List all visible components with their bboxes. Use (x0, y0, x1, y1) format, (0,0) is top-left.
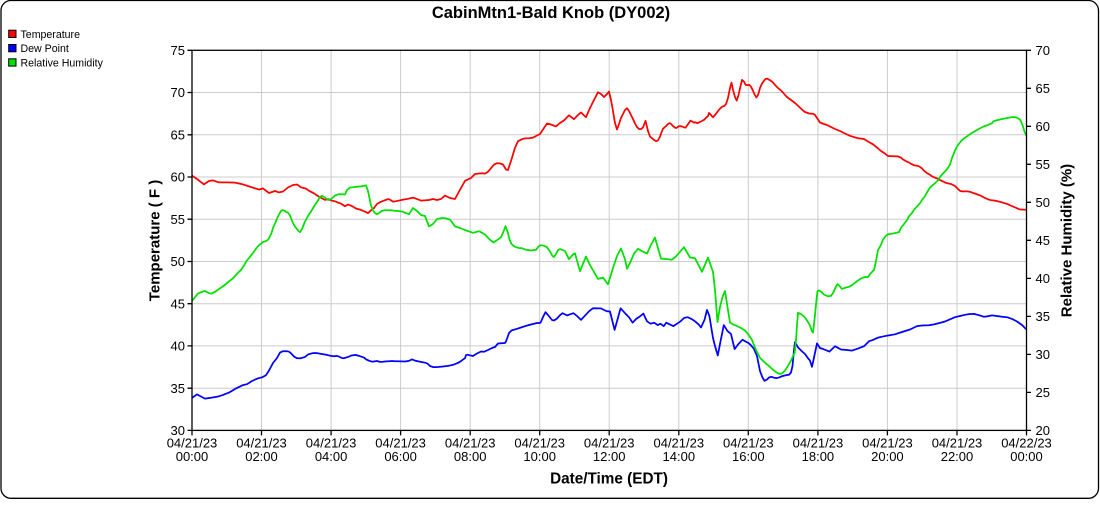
svg-text:08:00: 08:00 (454, 449, 487, 464)
svg-text:65: 65 (171, 128, 185, 143)
svg-text:04/22/23: 04/22/23 (1001, 435, 1052, 450)
svg-text:65: 65 (1036, 81, 1050, 96)
svg-text:70: 70 (1036, 43, 1050, 58)
svg-text:20:00: 20:00 (871, 449, 904, 464)
svg-text:14:00: 14:00 (663, 449, 696, 464)
svg-text:06:00: 06:00 (384, 449, 417, 464)
svg-text:04/21/23: 04/21/23 (723, 435, 774, 450)
svg-text:60: 60 (1036, 119, 1050, 134)
svg-text:Temperature ( F ): Temperature ( F ) (147, 180, 164, 301)
svg-text:60: 60 (171, 170, 185, 185)
svg-text:Date/Time (EDT): Date/Time (EDT) (550, 471, 668, 488)
svg-text:25: 25 (1036, 385, 1050, 400)
svg-text:40: 40 (171, 339, 185, 354)
svg-text:55: 55 (171, 212, 185, 227)
svg-text:45: 45 (1036, 233, 1050, 248)
svg-text:30: 30 (1036, 347, 1050, 362)
svg-text:04/21/23: 04/21/23 (793, 435, 844, 450)
svg-text:04/21/23: 04/21/23 (932, 435, 983, 450)
svg-text:Relative Humidity: Relative Humidity (21, 57, 104, 69)
svg-text:35: 35 (1036, 309, 1050, 324)
svg-text:12:00: 12:00 (593, 449, 626, 464)
svg-text:CabinMtn1-Bald Knob (DY002): CabinMtn1-Bald Knob (DY002) (432, 4, 670, 22)
svg-text:04/21/23: 04/21/23 (584, 435, 635, 450)
svg-text:45: 45 (171, 296, 185, 311)
svg-text:04/21/23: 04/21/23 (862, 435, 913, 450)
svg-text:04/21/23: 04/21/23 (306, 435, 357, 450)
svg-text:04/21/23: 04/21/23 (445, 435, 496, 450)
svg-text:10:00: 10:00 (523, 449, 556, 464)
svg-text:40: 40 (1036, 271, 1050, 286)
svg-text:50: 50 (171, 254, 185, 269)
svg-text:75: 75 (171, 43, 185, 58)
svg-text:00:00: 00:00 (1010, 449, 1043, 464)
svg-text:04/21/23: 04/21/23 (167, 435, 218, 450)
svg-text:04/21/23: 04/21/23 (375, 435, 426, 450)
svg-text:30: 30 (171, 423, 185, 438)
svg-text:70: 70 (171, 85, 185, 100)
svg-text:35: 35 (171, 381, 185, 396)
svg-text:55: 55 (1036, 157, 1050, 172)
svg-text:50: 50 (1036, 195, 1050, 210)
svg-text:Relative Humidity (%): Relative Humidity (%) (1059, 164, 1076, 317)
svg-text:16:00: 16:00 (732, 449, 765, 464)
svg-text:20: 20 (1036, 423, 1050, 438)
svg-text:Temperature: Temperature (21, 29, 81, 41)
svg-text:Dew Point: Dew Point (21, 43, 69, 55)
svg-text:00:00: 00:00 (176, 449, 209, 464)
svg-text:04:00: 04:00 (315, 449, 348, 464)
svg-text:18:00: 18:00 (802, 449, 835, 464)
svg-text:02:00: 02:00 (245, 449, 278, 464)
svg-text:04/21/23: 04/21/23 (236, 435, 287, 450)
svg-text:04/21/23: 04/21/23 (653, 435, 704, 450)
svg-text:04/21/23: 04/21/23 (514, 435, 565, 450)
svg-text:22:00: 22:00 (941, 449, 974, 464)
